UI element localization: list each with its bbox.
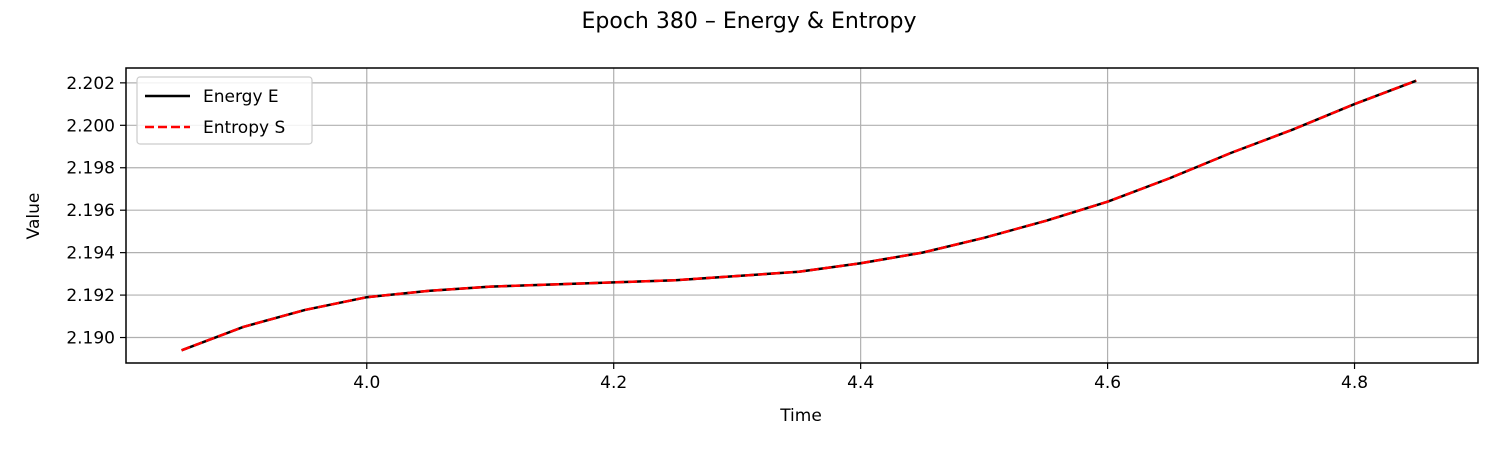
y-tick-label: 2.190 — [66, 329, 115, 349]
legend: Energy E Entropy S — [136, 76, 313, 145]
chart-title: Epoch 380 – Energy & Entropy — [582, 9, 917, 34]
x-axis-label: Time — [779, 406, 822, 426]
x-tick-label: 4.2 — [600, 373, 627, 393]
ticks: 4.0 4.2 4.4 4.6 4.8 2.190 2.192 2.194 2.196 2.198… — [66, 74, 1368, 393]
y-tick-label: 2.200 — [66, 116, 115, 136]
series-layer — [181, 79, 1417, 352]
legend-box — [136, 76, 313, 145]
series-line-entropy-s — [181, 79, 1417, 352]
x-tick-label: 4.8 — [1341, 373, 1368, 393]
x-tick-label: 4.0 — [353, 373, 380, 393]
y-tick-label: 2.194 — [66, 244, 115, 264]
y-tick-label: 2.192 — [66, 286, 115, 306]
legend-label: Entropy S — [203, 118, 285, 138]
x-tick-label: 4.6 — [1094, 373, 1121, 393]
grid — [126, 68, 1478, 363]
y-tick-label: 2.198 — [66, 159, 115, 179]
plot-frame — [125, 67, 1479, 364]
y-axis-label: Value — [24, 193, 44, 240]
x-tick-label: 4.4 — [847, 373, 874, 393]
y-tick-label: 2.202 — [66, 74, 115, 94]
legend-label: Energy E — [203, 87, 279, 107]
y-tick-label: 2.196 — [66, 201, 115, 221]
